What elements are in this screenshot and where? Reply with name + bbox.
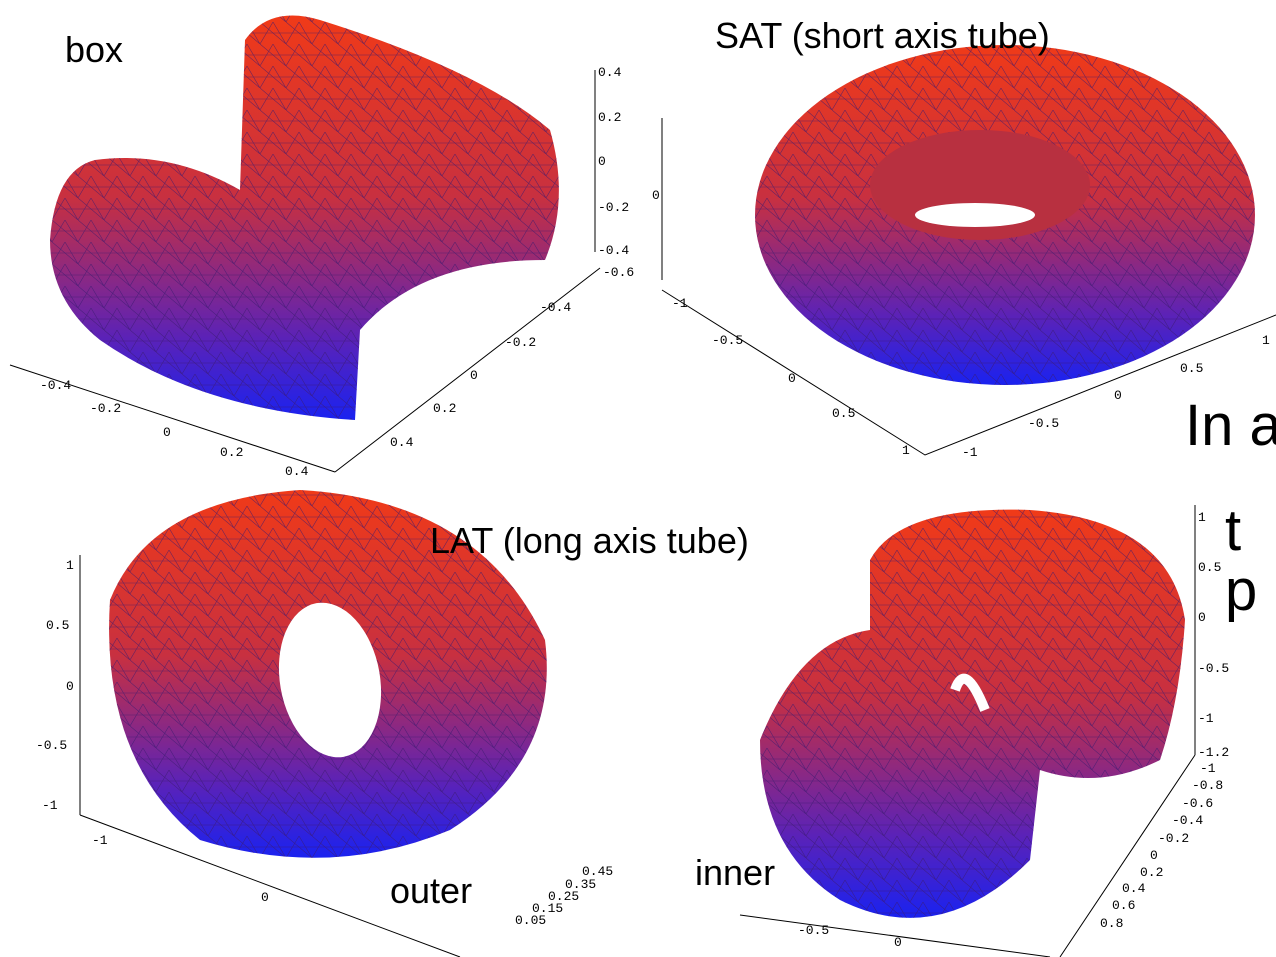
tick-label: 1 xyxy=(902,443,910,458)
tick-label: 0 xyxy=(1150,848,1158,863)
sat-plot xyxy=(662,45,1276,455)
tick-label: 0 xyxy=(470,368,478,383)
tick-label: -1 xyxy=(92,833,108,848)
tick-label: 0.05 xyxy=(515,913,546,928)
tick-label: -0.4 xyxy=(598,243,629,258)
tick-label: -1 xyxy=(42,798,58,813)
tick-label: -0.5 xyxy=(798,923,829,938)
panel-title: inner xyxy=(695,852,775,893)
tick-label: -1 xyxy=(1200,761,1216,776)
tick-label: -1 xyxy=(672,296,688,311)
tick-label: -0.2 xyxy=(1158,831,1189,846)
tick-label: 0.2 xyxy=(1140,865,1163,880)
tick-label: 0.2 xyxy=(220,445,243,460)
tick-label: 0 xyxy=(261,890,269,905)
tick-label: -0.5 xyxy=(36,738,67,753)
tick-label: -0.5 xyxy=(1198,661,1229,676)
tick-label: 0 xyxy=(894,935,902,950)
tick-label: 0 xyxy=(1114,388,1122,403)
tick-label: 0.4 xyxy=(390,435,414,450)
tick-label: -1.2 xyxy=(1198,745,1229,760)
tick-label: 0.2 xyxy=(598,110,621,125)
tick-label: 0 xyxy=(1198,610,1206,625)
tick-label: 0.5 xyxy=(46,618,69,633)
panel-title: LAT (long axis tube) xyxy=(430,520,749,561)
tick-label: -0.2 xyxy=(90,401,121,416)
tick-label: 0.5 xyxy=(1180,361,1203,376)
tick-label: 0.4 xyxy=(1122,881,1146,896)
tick-label: -0.2 xyxy=(598,200,629,215)
tick-label: 0 xyxy=(163,425,171,440)
side-text: p xyxy=(1225,558,1257,623)
tick-label: -1 xyxy=(1198,711,1214,726)
tick-label: -0.6 xyxy=(603,265,634,280)
tick-label: 0.2 xyxy=(433,401,456,416)
tick-label: 1 xyxy=(1198,510,1206,525)
tick-label: -0.8 xyxy=(1192,778,1223,793)
tick-label: -0.2 xyxy=(505,335,536,350)
tick-label: 1 xyxy=(1262,333,1270,348)
tick-label: 0 xyxy=(66,679,74,694)
tick-label: 0.8 xyxy=(1100,916,1123,931)
tick-label: 0 xyxy=(598,154,606,169)
tick-label: 0.5 xyxy=(1198,560,1221,575)
tick-label: 0.4 xyxy=(285,464,309,479)
tick-label: 0.5 xyxy=(832,406,855,421)
tick-label: 0.6 xyxy=(1112,898,1135,913)
tick-label: 1 xyxy=(66,558,74,573)
tick-label: 0.4 xyxy=(598,65,622,80)
tick-label: -0.4 xyxy=(540,300,571,315)
side-text: t xyxy=(1225,498,1241,563)
tick-label: -0.4 xyxy=(1172,813,1203,828)
tick-label: -0.4 xyxy=(40,378,71,393)
tick-label: 0 xyxy=(788,371,796,386)
panel-title: box xyxy=(65,29,123,70)
panel-title: outer xyxy=(390,870,472,911)
panel-title: SAT (short axis tube) xyxy=(715,15,1050,56)
tick-label: 0 xyxy=(652,188,660,203)
tick-label: -0.6 xyxy=(1182,796,1213,811)
slide: box0.40.20-0.2-0.4-0.6-0.4-0.200.20.4-0.… xyxy=(0,0,1276,957)
side-text: In a xyxy=(1185,393,1276,458)
tick-label: -0.5 xyxy=(712,333,743,348)
tick-label: -1 xyxy=(962,445,978,460)
tick-label: -0.5 xyxy=(1028,416,1059,431)
